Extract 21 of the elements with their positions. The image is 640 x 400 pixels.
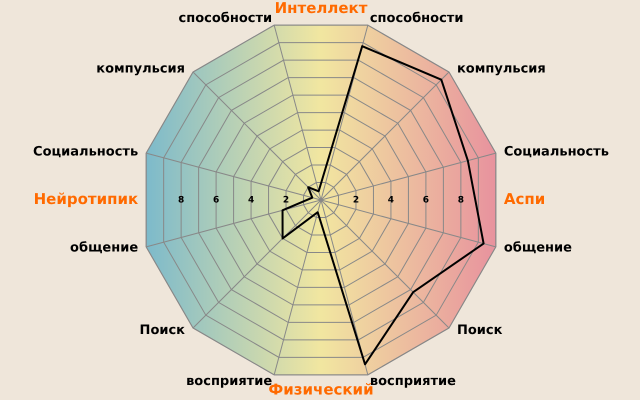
y-tick-label: 2 (352, 195, 360, 206)
spoke-label: общение (504, 240, 572, 256)
spoke-label: общение (70, 240, 138, 256)
y-tick-label: 4 (248, 195, 254, 206)
y-tick-label: 4 (388, 195, 394, 206)
y-tick-label: 8 (458, 195, 464, 206)
spoke-label: Социальность (33, 144, 138, 160)
y-tick-label: 8 (178, 195, 184, 206)
text: Нейротипик (34, 190, 138, 208)
spoke-label: Социальность (504, 144, 609, 160)
spoke-label: компульсия (96, 62, 186, 77)
y-tick-label: 6 (212, 195, 220, 206)
y-tick-label: 6 (422, 195, 430, 206)
spoke-label: Поиск (140, 323, 186, 338)
spoke-label: способности (178, 10, 272, 26)
y-tick-label: 2 (282, 195, 290, 206)
text: Интеллект (274, 0, 368, 18)
spoke-label: способности (370, 10, 464, 26)
spoke-label: Поиск (456, 323, 503, 338)
text: Аспи (504, 190, 546, 208)
spoke-label: компульсия (456, 62, 546, 77)
